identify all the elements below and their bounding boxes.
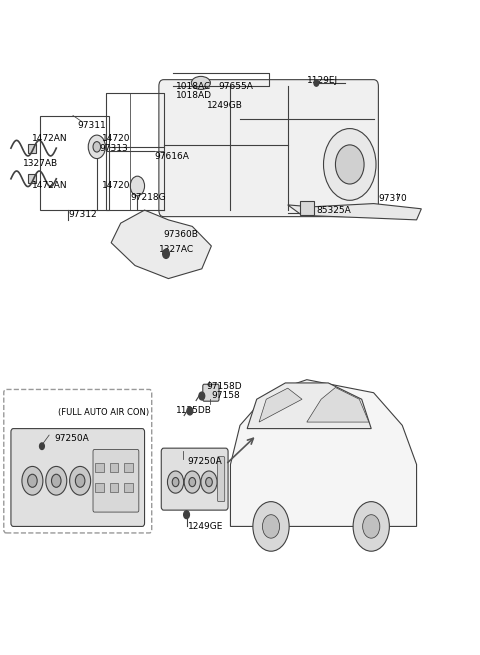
FancyBboxPatch shape (93, 449, 139, 512)
Circle shape (88, 135, 106, 159)
FancyBboxPatch shape (217, 457, 225, 502)
Circle shape (39, 443, 44, 449)
Text: 1125DB: 1125DB (176, 407, 212, 415)
Circle shape (201, 471, 217, 493)
Circle shape (314, 80, 319, 86)
Polygon shape (230, 380, 417, 527)
Circle shape (184, 471, 200, 493)
Text: 85325A: 85325A (316, 206, 351, 215)
Text: 1472AN: 1472AN (33, 134, 68, 143)
Polygon shape (288, 204, 421, 220)
Polygon shape (307, 388, 369, 422)
Circle shape (46, 466, 67, 495)
Text: 97616A: 97616A (154, 152, 189, 161)
Circle shape (205, 477, 212, 487)
Circle shape (172, 477, 179, 487)
Text: 14720: 14720 (102, 134, 130, 143)
Polygon shape (259, 388, 302, 422)
Bar (110, 483, 118, 492)
Text: 97313: 97313 (99, 143, 128, 153)
Circle shape (70, 466, 91, 495)
Circle shape (187, 407, 193, 415)
Text: 14720: 14720 (102, 181, 130, 190)
Circle shape (353, 502, 389, 552)
Circle shape (263, 515, 280, 538)
Text: 1249GE: 1249GE (188, 522, 223, 531)
Text: 1472AN: 1472AN (33, 181, 68, 190)
Bar (110, 463, 118, 472)
Text: 1018AC: 1018AC (176, 82, 211, 90)
FancyBboxPatch shape (159, 80, 378, 217)
Circle shape (189, 477, 196, 487)
Circle shape (336, 145, 364, 184)
Circle shape (22, 466, 43, 495)
Text: 97250A: 97250A (188, 457, 222, 466)
FancyBboxPatch shape (203, 384, 219, 402)
Bar (96, 463, 104, 472)
Bar (39, 115, 109, 210)
Bar (124, 483, 132, 492)
Text: 97158: 97158 (211, 392, 240, 400)
Bar (28, 174, 36, 183)
Circle shape (51, 474, 61, 487)
Text: 1249GB: 1249GB (206, 102, 242, 110)
Circle shape (75, 474, 85, 487)
Text: 1018AD: 1018AD (176, 91, 212, 100)
Ellipse shape (192, 77, 210, 90)
Polygon shape (111, 210, 211, 278)
Circle shape (253, 502, 289, 552)
Circle shape (130, 176, 144, 196)
Text: 97370: 97370 (378, 194, 407, 203)
Circle shape (163, 250, 169, 258)
Text: 1129EJ: 1129EJ (307, 77, 338, 85)
Bar (300, 201, 314, 215)
Text: 97655A: 97655A (218, 82, 253, 90)
Text: 97158D: 97158D (206, 382, 242, 390)
Text: 97250A: 97250A (54, 434, 89, 443)
Circle shape (199, 392, 204, 400)
Bar (28, 143, 36, 153)
Bar (124, 463, 132, 472)
Text: 97311: 97311 (78, 121, 107, 130)
Circle shape (168, 471, 184, 493)
Circle shape (28, 474, 37, 487)
Polygon shape (247, 383, 371, 428)
Text: (FULL AUTO AIR CON): (FULL AUTO AIR CON) (58, 408, 149, 417)
Bar (96, 483, 104, 492)
Text: 97312: 97312 (68, 210, 97, 219)
Text: 97360B: 97360B (164, 230, 199, 238)
Circle shape (184, 511, 190, 519)
Text: 97218G: 97218G (130, 193, 166, 202)
Circle shape (363, 515, 380, 538)
Text: 1327AC: 1327AC (159, 245, 194, 253)
Circle shape (324, 128, 376, 200)
FancyBboxPatch shape (161, 448, 228, 510)
FancyBboxPatch shape (11, 428, 144, 527)
Circle shape (93, 141, 101, 152)
Text: 1327AB: 1327AB (23, 159, 58, 168)
